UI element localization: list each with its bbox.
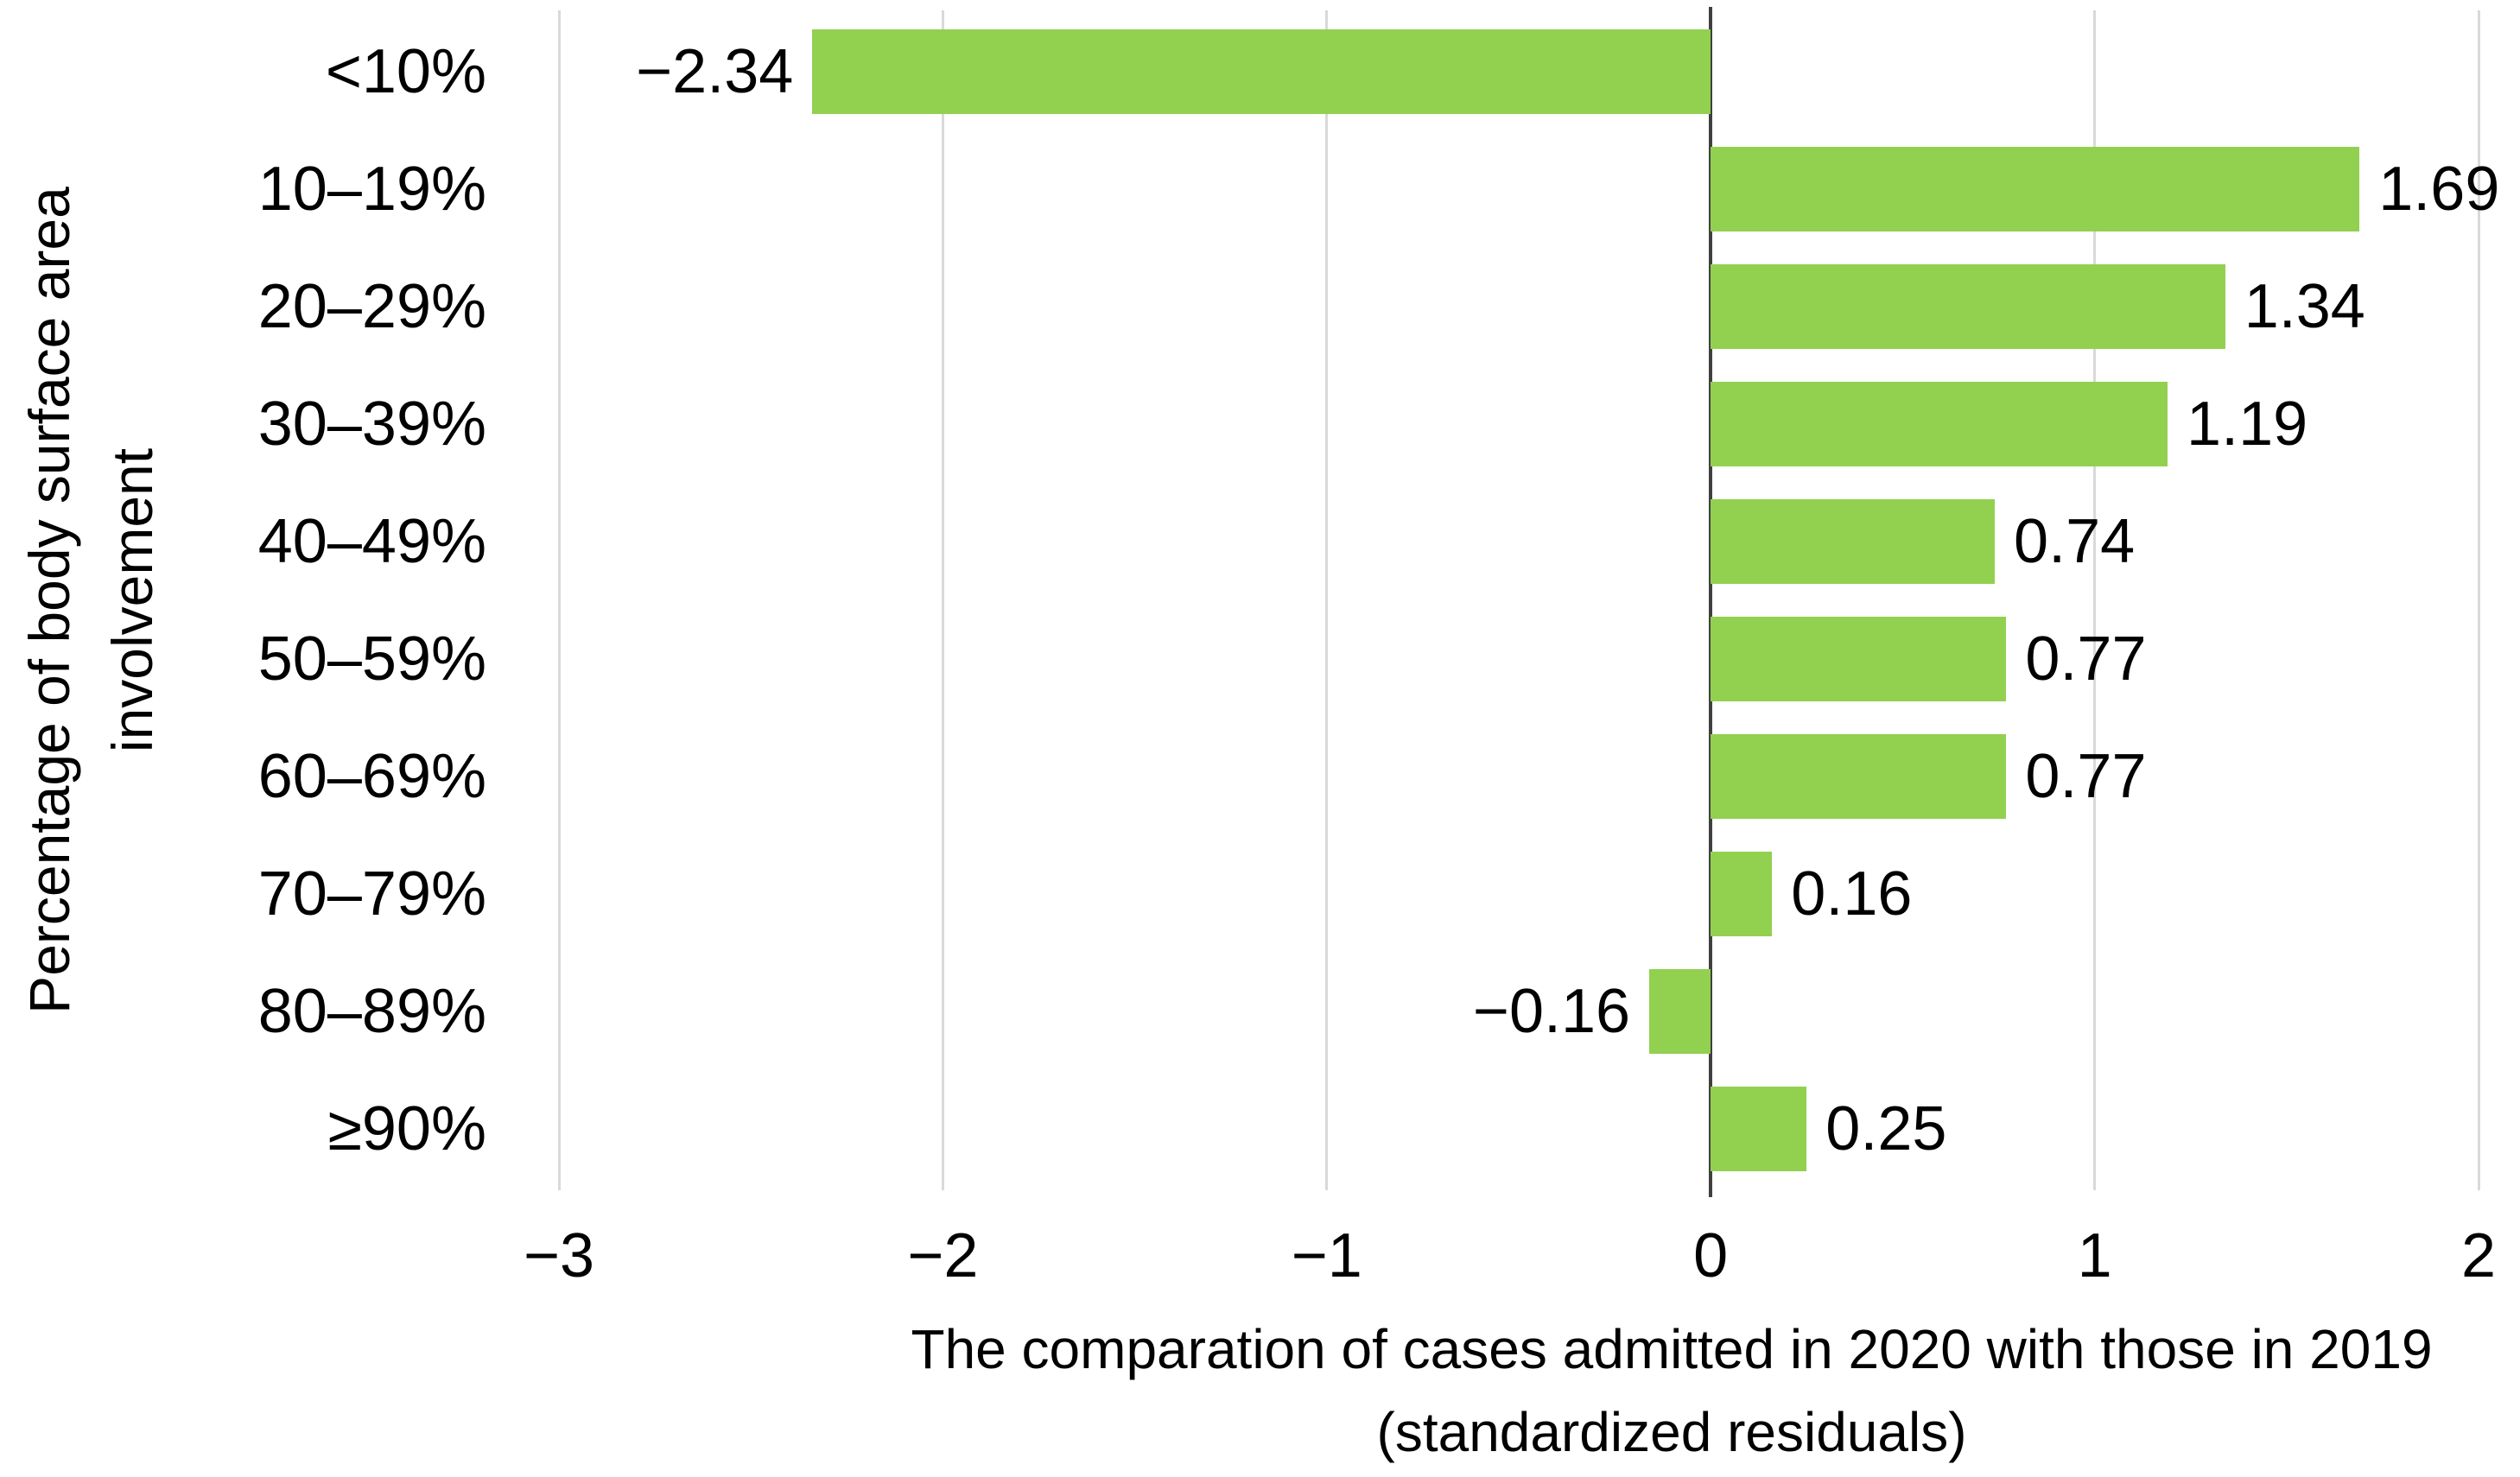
x-axis-title-line1: The comparation of cases admitted in 202… xyxy=(911,1318,2433,1380)
bar-value-label: 0.77 xyxy=(2025,624,2147,694)
bar-value-label: 0.25 xyxy=(1825,1094,1947,1163)
bar xyxy=(1711,147,2360,231)
bar-value-label: 1.34 xyxy=(2244,272,2365,341)
bar-value-label: 1.69 xyxy=(2378,155,2500,224)
category-label: 80–89% xyxy=(257,977,486,1046)
bar-value-label: 0.16 xyxy=(1791,859,1913,929)
y-axis-title: Percentage of body surface area involvem… xyxy=(8,13,174,1188)
x-tick-label: 0 xyxy=(1693,1221,1729,1290)
bar xyxy=(1711,382,2168,466)
category-label: 10–19% xyxy=(257,155,486,224)
gridline xyxy=(557,10,561,1190)
category-label: 60–69% xyxy=(257,742,486,811)
bar xyxy=(1711,264,2225,349)
zero-axis-line xyxy=(1709,7,1713,1197)
category-label: <10% xyxy=(325,37,486,106)
gridline xyxy=(2093,10,2097,1190)
category-label: 70–79% xyxy=(257,859,486,929)
bar-value-label: −0.16 xyxy=(1472,977,1631,1046)
gridline xyxy=(2477,10,2480,1190)
bar xyxy=(1649,969,1711,1054)
bar xyxy=(1711,499,1996,584)
category-label: ≥90% xyxy=(327,1094,486,1163)
gridline xyxy=(1325,10,1329,1190)
category-label: 50–59% xyxy=(257,624,486,694)
y-axis-title-line2: involvement xyxy=(100,447,164,753)
x-tick-label: −3 xyxy=(523,1221,595,1290)
x-tick-label: 2 xyxy=(2460,1221,2497,1290)
bar xyxy=(1711,734,2007,819)
bar-value-label: 1.19 xyxy=(2187,390,2308,459)
y-axis-title-line1: Percentage of body surface area xyxy=(17,187,81,1014)
category-label: 20–29% xyxy=(257,272,486,341)
category-label: 40–49% xyxy=(257,507,486,576)
x-tick-label: 1 xyxy=(2077,1221,2112,1290)
bar xyxy=(1711,617,2007,701)
x-axis-title-line2: (standardized residuals) xyxy=(1376,1401,1967,1463)
x-tick-label: −2 xyxy=(907,1221,979,1290)
bar-value-label: −2.34 xyxy=(636,37,794,106)
category-label: 30–39% xyxy=(257,390,486,459)
bar xyxy=(812,29,1711,114)
gridline xyxy=(941,10,944,1190)
bar-value-label: 0.74 xyxy=(2014,507,2136,576)
x-tick-label: −1 xyxy=(1291,1221,1362,1290)
bar xyxy=(1711,852,1773,936)
bar xyxy=(1711,1087,1807,1171)
bar-value-label: 0.77 xyxy=(2025,742,2147,811)
